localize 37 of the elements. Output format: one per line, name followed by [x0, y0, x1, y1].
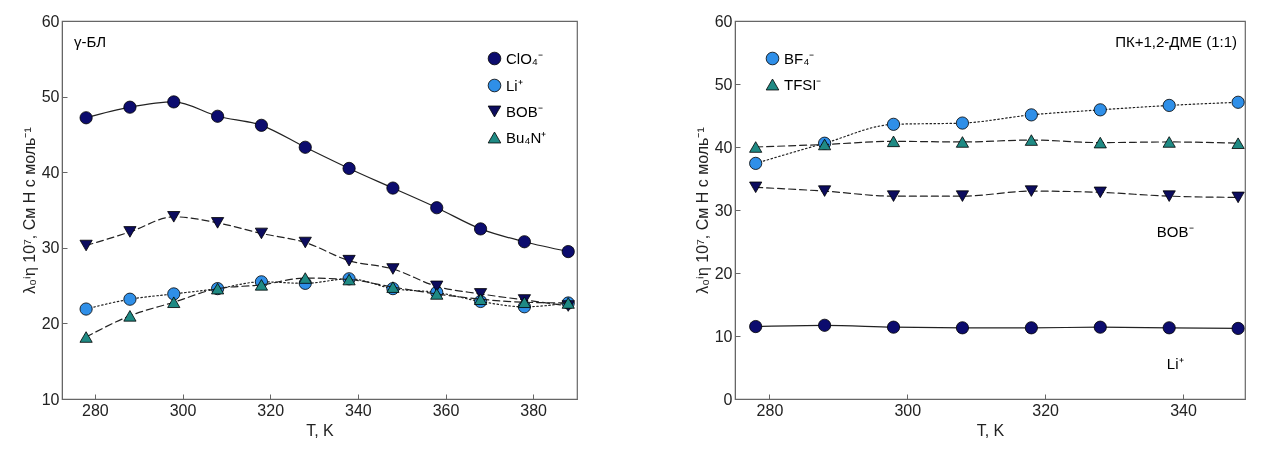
y-tick-label: 10 [714, 327, 733, 345]
x-tick-label: 300 [894, 401, 922, 419]
x-tick-label: 340 [1170, 401, 1197, 419]
y-tick-label: 30 [41, 239, 60, 257]
y-tick-label: 10 [41, 390, 60, 408]
legend-label: Li⁺ [506, 76, 523, 94]
x-tick-label: 320 [257, 401, 285, 419]
x-tick-label: 360 [432, 401, 460, 419]
x-tick-label: 280 [756, 401, 784, 419]
y-tick-label: 0 [723, 390, 733, 408]
x-tick-label: 340 [345, 401, 372, 419]
text: γ-БЛ [74, 33, 107, 50]
legend-label: ClO₄⁻ [506, 49, 543, 67]
legend-label: Bu₄N⁺ [506, 128, 547, 146]
legend-label: BOB⁻ [506, 102, 543, 120]
y-tick-label: 30 [714, 201, 733, 219]
x-axis-title: T, K [306, 421, 335, 439]
x-axis-title: T, K [976, 421, 1005, 439]
y-axis-title: λ₀ⁱη 10⁷, См Н с моль⁻¹ [693, 127, 711, 294]
y-tick-label: 40 [714, 138, 733, 156]
annotation: Li⁺ [1166, 354, 1184, 372]
x-tick-label: 280 [82, 401, 109, 419]
y-tick-label: 60 [41, 12, 60, 30]
text: ПК+1,2-ДМЕ (1:1) [1115, 33, 1237, 50]
legend-label: TFSI⁻ [784, 75, 822, 93]
y-tick-label: 50 [41, 88, 60, 106]
annotation: BOB⁻ [1156, 223, 1194, 241]
x-tick-label: 320 [1032, 401, 1060, 419]
y-tick-label: 20 [41, 314, 60, 332]
y-axis-title: λ₀ⁱη 10⁷, См Н с моль⁻¹ [20, 127, 38, 294]
y-tick-label: 50 [714, 75, 733, 93]
x-tick-label: 300 [169, 401, 197, 419]
x-tick-label: 380 [520, 401, 548, 419]
legend-label: BF₄⁻ [784, 49, 815, 67]
y-tick-label: 20 [714, 264, 733, 282]
y-tick-label: 60 [714, 12, 733, 30]
y-tick-label: 40 [41, 163, 60, 181]
